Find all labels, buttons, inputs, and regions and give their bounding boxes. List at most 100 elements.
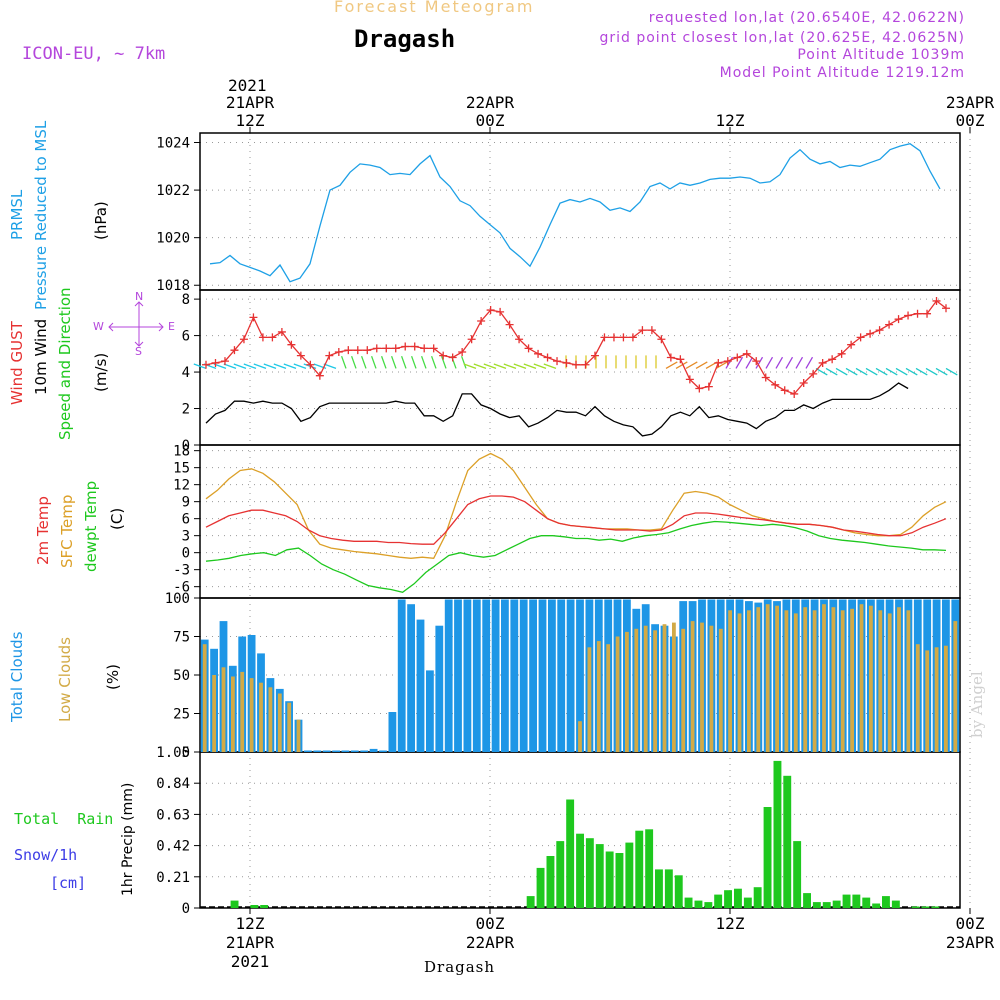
total-cloud-bar <box>407 604 415 752</box>
wind-gust-marker <box>287 340 296 349</box>
low-cloud-bar <box>578 721 582 752</box>
wind-arrow <box>685 361 698 369</box>
wind-gust-marker <box>714 358 723 367</box>
rain-label: Total Rain <box>14 810 114 828</box>
wind-gust-marker <box>239 335 248 344</box>
total-cloud-bar <box>416 619 425 752</box>
rain-bar <box>595 844 604 908</box>
pressure-ytick-label: 1020 <box>156 231 190 247</box>
wind-arrow <box>253 363 267 370</box>
low-cloud-bar <box>906 610 911 752</box>
wind-gust-marker <box>790 389 799 398</box>
wind-arrow <box>895 367 908 376</box>
wind-gust-marker <box>780 386 789 395</box>
wind-gust-marker <box>268 333 277 342</box>
wind-gust-marker <box>439 351 448 360</box>
wind-gust-marker <box>657 335 666 344</box>
low-cloud-bar <box>869 605 873 752</box>
rain-bar <box>655 869 663 908</box>
wind-arrow <box>430 355 437 369</box>
rain-bar <box>872 903 881 908</box>
rain-bar <box>714 894 723 908</box>
wind-gust-marker <box>420 344 429 353</box>
wind-gust-marker <box>666 353 675 362</box>
wind-gust-marker <box>647 326 656 335</box>
rain-bar <box>704 902 713 908</box>
wind-arrow <box>795 356 804 369</box>
rain-bar <box>526 896 535 908</box>
total-cloud-bar <box>435 625 444 752</box>
rain-bar <box>862 897 871 908</box>
wind-gust-marker <box>581 360 590 369</box>
wind-gust-marker <box>685 375 694 384</box>
wind-gust-marker <box>894 315 903 324</box>
wind-arrow <box>825 367 838 376</box>
rain-bar <box>605 851 614 908</box>
low-cloud-bar <box>672 622 676 752</box>
total-cloud-bar <box>388 712 397 752</box>
wind-arrow <box>273 363 287 370</box>
wind-arrow <box>523 363 537 370</box>
rain-bar <box>585 838 594 908</box>
low-cloud-bar <box>812 610 817 752</box>
model-label: ICON-EU, ~ 7km <box>22 44 166 64</box>
precip-ytick-label: 1.05 <box>156 745 190 761</box>
wind-gust-marker <box>885 320 894 329</box>
wind-gust-marker <box>296 351 305 360</box>
rain-bar <box>743 897 752 908</box>
low-cloud-bar <box>653 630 657 752</box>
snow-label: Snow/1h <box>14 846 78 864</box>
low-cloud-bar <box>887 613 892 752</box>
low-cloud-bar <box>840 610 845 752</box>
rain-bar <box>625 842 634 908</box>
wind-arrow <box>835 367 848 376</box>
wind-gust-marker <box>458 348 467 356</box>
low-cloud-bar <box>737 613 742 752</box>
chart-title: Forecast Meteogram <box>334 0 535 16</box>
wind-arrow <box>370 355 377 369</box>
wind-gust-marker <box>230 346 239 355</box>
sfc-temp-line <box>205 452 947 559</box>
wind-arrow <box>885 367 898 376</box>
total-cloud-bar <box>501 599 509 752</box>
wind-arrow <box>805 356 814 369</box>
low-cloud-bar <box>953 621 958 752</box>
wind-gust-marker <box>220 357 229 366</box>
total-cloud-bar <box>313 750 322 752</box>
wind-gust-marker <box>799 379 808 387</box>
bottom-time-hour: 00Z <box>476 914 505 933</box>
wind-arrow <box>243 363 257 370</box>
bottom-time-date: 23APR <box>946 933 995 952</box>
wind-arrow <box>390 355 397 369</box>
wind-arrow <box>755 356 764 369</box>
wind-gust-marker <box>477 317 486 325</box>
model-altitude: Model Point Altitude 1219.12m <box>719 65 965 81</box>
low-cloud-bar <box>850 608 854 752</box>
wind-gust-marker <box>572 360 580 369</box>
low-cloud-bar <box>878 610 883 752</box>
low-cloud-bar <box>615 636 620 752</box>
top-time-date: 23APR <box>946 93 995 112</box>
total-cloud-bar <box>379 750 387 752</box>
low-cloud-bar <box>662 624 667 752</box>
wind-gust-marker <box>847 340 856 349</box>
rain-bar <box>250 905 259 908</box>
snow-unit: [cm] <box>50 874 87 892</box>
wind-arrow <box>503 363 517 370</box>
wind-gust-marker <box>723 357 732 366</box>
precip-ytick-label: 0 <box>182 901 190 917</box>
wind-gust-marker <box>202 360 210 369</box>
low-cloud-bar <box>690 621 695 752</box>
wind-arrow <box>463 363 477 370</box>
total-cloud-bar <box>369 748 378 752</box>
wind-arrow <box>440 355 447 369</box>
low-cloud-bar <box>202 644 207 752</box>
wind-gust-marker <box>543 353 552 362</box>
wind-gust-marker <box>344 346 353 355</box>
rain-bar <box>753 887 762 908</box>
low-cloud-bar <box>240 671 245 752</box>
wind-ytick-label: 4 <box>182 365 190 381</box>
wind-arrow <box>350 355 357 369</box>
wind-gust-marker <box>277 327 286 336</box>
wind-gust-marker <box>353 346 362 355</box>
